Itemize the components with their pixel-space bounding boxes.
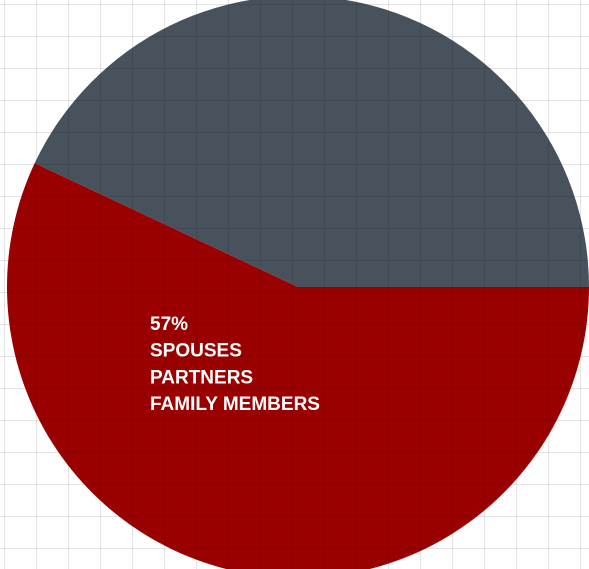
grid-overlay xyxy=(7,0,589,569)
labels: 57% SPOUSES PARTNERS FAMILY MEMBERS xyxy=(150,314,320,415)
slice-category-label: SPOUSES xyxy=(150,341,242,362)
slice-value-label: 57% xyxy=(150,314,188,335)
slice-category-label: PARTNERS xyxy=(150,367,253,388)
slice-category-label: FAMILY MEMBERS xyxy=(150,394,320,415)
